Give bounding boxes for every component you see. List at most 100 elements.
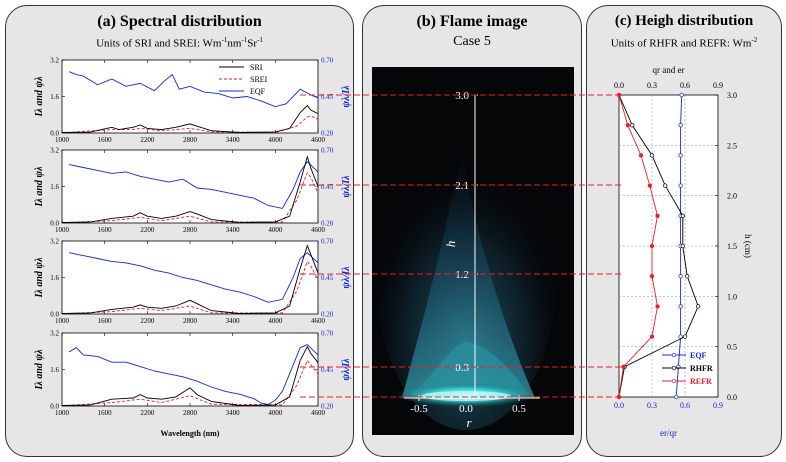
panel-a-title: (a) Spectral distribution <box>97 13 262 30</box>
panel-b-title: (b) Flame image <box>416 13 528 30</box>
rhfr-point <box>649 153 655 158</box>
eqf-point <box>678 153 683 158</box>
refr-point <box>625 123 630 128</box>
x-tick-label: 2800 <box>183 317 198 325</box>
top-tick-label: 0.9 <box>713 81 723 90</box>
plot-area <box>61 240 319 315</box>
x-tick-label: 4000 <box>268 317 283 325</box>
height-legend: EQF RHFR REFR <box>662 351 713 386</box>
r-axis-label: r <box>466 415 472 430</box>
bottom-tick-label: 0.3 <box>647 401 657 410</box>
x-tick-label: 1000 <box>55 136 70 144</box>
legend-label: EQF <box>690 351 707 360</box>
refr-point <box>638 153 644 158</box>
x-tick-label: 1600 <box>98 409 113 417</box>
eqf-line <box>68 71 319 108</box>
x-tick-label: 2200 <box>140 409 155 417</box>
legend-label: SREI <box>250 75 268 84</box>
x-tick-label: 1000 <box>55 409 70 417</box>
refr-point <box>655 304 660 309</box>
subtitle-sup: -2 <box>751 36 758 44</box>
y-tick-label: 0.0 <box>50 220 59 228</box>
x-tick-label: 1000 <box>55 226 70 234</box>
eqf-line <box>69 161 319 209</box>
y-right-tick-label: 0.45 <box>321 274 334 282</box>
bottom-tick-label: 0.6 <box>680 401 690 410</box>
subtitle-text: Units of RHFR and REFR: Wm <box>610 37 752 50</box>
sri-line <box>61 155 319 223</box>
x-tick-label: 1600 <box>98 136 113 144</box>
refr-point <box>621 364 626 369</box>
refr-point <box>649 334 655 339</box>
y-tick-label: 0.0 <box>50 403 59 411</box>
rhfr-point <box>663 183 668 188</box>
h-tick-label: 2.0 <box>727 192 737 201</box>
legend-label: RHFR <box>690 364 713 373</box>
x-tick-label: 3400 <box>226 226 241 234</box>
srei-line <box>61 359 319 407</box>
x-tick-label: 2200 <box>140 317 155 325</box>
y-axis-label: Iλ and ψλ <box>34 257 45 299</box>
subtitle-text: Units of SRI and SREI: Wm <box>96 37 222 50</box>
x-tick-label: 3400 <box>226 409 241 417</box>
y-right-tick-label: 0.45 <box>321 183 334 191</box>
y-right-tick-label: 0.70 <box>321 330 334 338</box>
r-tick-label: 0.0 <box>459 403 473 415</box>
rhfr-point <box>680 243 685 249</box>
refr-point <box>647 183 652 188</box>
subtitle-text: Sr <box>247 37 258 50</box>
series-rhfr <box>616 92 701 400</box>
y-right-axis-label: ψλ/Iλ <box>341 358 352 381</box>
refr-point <box>649 243 655 249</box>
y-right-tick-label: 0.20 <box>321 220 334 228</box>
r-tick-label: -0.5 <box>410 403 428 415</box>
y-right-axis-label: ψλ/Iλ <box>341 85 352 108</box>
y-right-tick-label: 0.70 <box>321 238 334 246</box>
eqf-point <box>679 92 684 98</box>
plot-area <box>61 149 319 224</box>
sri-line <box>61 244 319 314</box>
rhfr-point <box>685 274 690 279</box>
plot-area <box>61 332 319 407</box>
h-tick-label: 2.1 <box>455 180 469 192</box>
h-tick-label: 0.3 <box>455 362 469 374</box>
h-tick-label: 3.0 <box>455 90 469 102</box>
y-right-tick-label: 0.70 <box>321 57 334 65</box>
legend-marker <box>671 365 677 371</box>
right-axis-label: h (cm) <box>743 234 753 258</box>
y-right-tick-label: 0.45 <box>321 366 334 374</box>
panel-a-subtitle: Units of SRI and SREI: Wm-1nm-1Sr-1 <box>6 36 353 50</box>
bottom-tick-label: 0.0 <box>614 401 624 410</box>
eqf-line <box>69 252 319 303</box>
x-tick-label: 1600 <box>98 226 113 234</box>
flame-image: 0.3 1.2 2.1 3.0 -0.5 0.0 0.5 h r <box>372 67 574 435</box>
x-axis-label: Wavelength (nm) <box>161 429 220 438</box>
panel-c-subtitle: Units of RHFR and REFR: Wm-2 <box>587 36 781 50</box>
eqf-point <box>674 394 679 400</box>
spectral-legend: SRI SREI EQF <box>219 63 268 96</box>
y-right-axis-label: ψλ/Iλ <box>341 266 352 289</box>
y-tick-label: 0.0 <box>50 311 59 319</box>
sri-line <box>61 104 319 133</box>
plot-area <box>61 59 319 134</box>
eqf-point <box>678 274 683 279</box>
panel-b-subtitle: Case 5 <box>453 34 491 49</box>
y-right-tick-label: 0.45 <box>321 93 334 101</box>
rhfr-point <box>680 213 685 218</box>
eqf-line <box>68 344 319 405</box>
sri-line <box>61 345 319 406</box>
subtitle-sup: -1 <box>241 36 248 44</box>
y-tick-label: 1.6 <box>50 93 59 101</box>
y-tick-label: 3.2 <box>50 330 59 338</box>
top-tick-label: 0.0 <box>614 81 624 90</box>
x-tick-label: 4000 <box>268 226 283 234</box>
x-tick-label: 3400 <box>226 317 241 325</box>
y-axis-label: Iλ and ψλ <box>34 76 45 118</box>
x-tick-label: 4600 <box>311 317 326 325</box>
x-tick-label: 3400 <box>226 136 241 144</box>
x-tick-label: 2200 <box>140 136 155 144</box>
top-tick-label: 0.6 <box>680 81 690 90</box>
series-refr <box>616 92 660 400</box>
x-tick-label: 2800 <box>183 226 198 234</box>
